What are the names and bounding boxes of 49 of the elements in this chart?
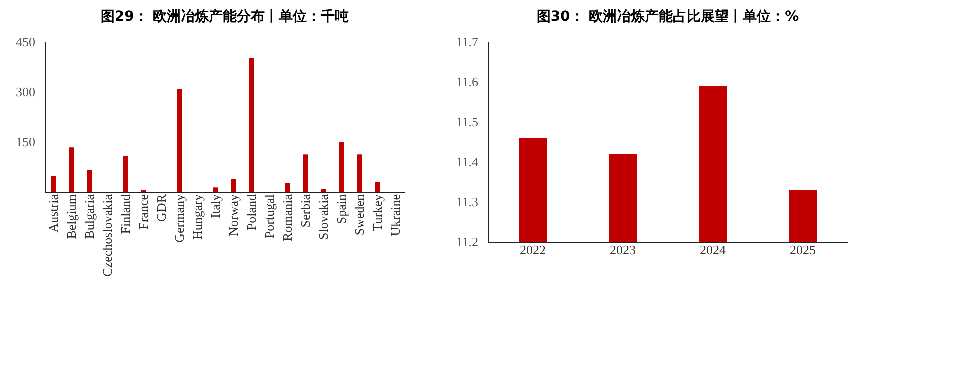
x-tick-label: Serbia [298,194,313,228]
x-tick-label: Italy [208,194,223,218]
bar [70,148,74,192]
y-tick-label: 11.3 [456,194,478,210]
bar [232,179,236,192]
x-tick-label: Slovakia [316,194,331,240]
y-tick-label: 11.6 [456,74,479,90]
x-tick-label: 2025 [790,242,816,258]
y-tick-label: 300 [16,84,36,100]
x-tick-label: 2022 [520,242,546,258]
x-tick-label: Portugal [262,194,277,239]
x-tick-label: Belgium [64,194,79,240]
chart-title: 图30： 欧洲冶炼产能占比展望丨单位：% [536,8,800,25]
x-tick-label: France [136,194,151,230]
x-tick-label: Spain [334,194,349,224]
bar [340,142,344,192]
bar [124,156,128,192]
bar [322,189,326,192]
x-tick-label: Hungary [190,194,205,240]
y-tick-label: 11.7 [456,34,479,50]
bar [304,154,308,192]
bar [286,183,290,192]
x-tick-label: Romania [280,194,295,242]
x-tick-label: Finland [118,194,133,234]
bar [52,176,56,192]
x-tick-label: Ukraine [388,194,403,236]
x-tick-label: Turkey [370,194,385,232]
bar [376,182,380,192]
bar [88,170,92,192]
x-tick-label: Sweden [352,194,367,236]
bar [250,58,254,192]
x-tick-label: Germany [172,194,187,243]
x-tick-label: Poland [244,194,259,231]
x-tick-label: Czechoslovakia [100,194,115,277]
y-tick-label: 11.5 [456,114,478,130]
x-tick-label: Bulgaria [82,194,97,240]
bar [358,154,362,192]
y-tick-label: 11.2 [456,234,478,250]
x-tick-label: 2024 [700,242,726,258]
bar [178,89,182,192]
x-tick-label: Austria [46,194,61,233]
y-tick-label: 150 [16,134,36,150]
x-tick-label: 2023 [610,242,636,258]
chart-title: 图29： 欧洲冶炼产能分布丨单位：千吨 [100,8,350,25]
bar [214,188,218,192]
y-tick-label: 11.4 [456,154,479,170]
x-tick-label: Norway [226,194,241,236]
x-tick-label: GDR [154,194,169,222]
y-tick-label: 450 [16,34,36,50]
